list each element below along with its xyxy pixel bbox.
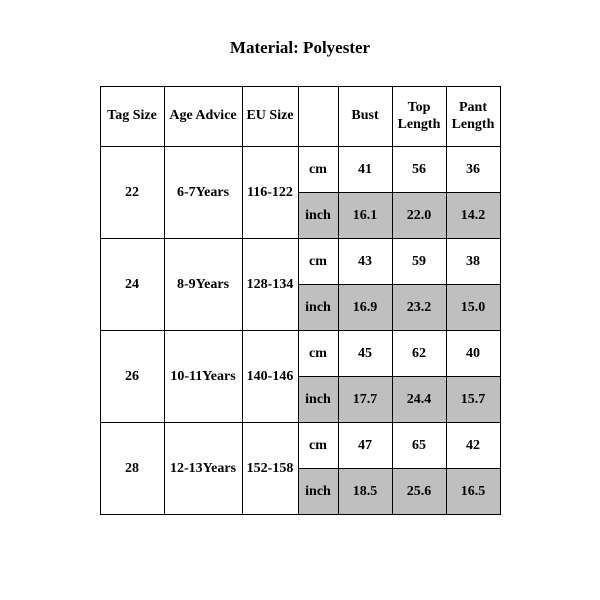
col-unit xyxy=(298,87,338,147)
cell-unit: cm xyxy=(298,147,338,193)
col-top-length: Top Length xyxy=(392,87,446,147)
table-row: 2812-13Years152-158cm476542 xyxy=(100,423,500,469)
size-chart-table: Tag Size Age Advice EU Size Bust Top Len… xyxy=(100,86,501,515)
cell-bust: 16.1 xyxy=(338,193,392,239)
cell-eu-size: 152-158 xyxy=(242,423,298,515)
table-header: Tag Size Age Advice EU Size Bust Top Len… xyxy=(100,87,500,147)
header-row: Tag Size Age Advice EU Size Bust Top Len… xyxy=(100,87,500,147)
cell-unit: cm xyxy=(298,239,338,285)
cell-tag-size: 24 xyxy=(100,239,164,331)
cell-pant-length: 42 xyxy=(446,423,500,469)
col-tag-size: Tag Size xyxy=(100,87,164,147)
cell-top-length: 65 xyxy=(392,423,446,469)
cell-tag-size: 28 xyxy=(100,423,164,515)
cell-eu-size: 140-146 xyxy=(242,331,298,423)
cell-pant-length: 14.2 xyxy=(446,193,500,239)
cell-bust: 43 xyxy=(338,239,392,285)
cell-pant-length: 36 xyxy=(446,147,500,193)
cell-bust: 45 xyxy=(338,331,392,377)
cell-tag-size: 22 xyxy=(100,147,164,239)
cell-pant-length: 15.0 xyxy=(446,285,500,331)
cell-unit: inch xyxy=(298,285,338,331)
cell-age-advice: 10-11Years xyxy=(164,331,242,423)
cell-unit: inch xyxy=(298,193,338,239)
page-title: Material: Polyester xyxy=(0,38,600,58)
cell-pant-length: 16.5 xyxy=(446,469,500,515)
cell-pant-length: 15.7 xyxy=(446,377,500,423)
cell-eu-size: 116-122 xyxy=(242,147,298,239)
cell-eu-size: 128-134 xyxy=(242,239,298,331)
cell-tag-size: 26 xyxy=(100,331,164,423)
cell-pant-length: 38 xyxy=(446,239,500,285)
cell-age-advice: 6-7Years xyxy=(164,147,242,239)
cell-unit: cm xyxy=(298,331,338,377)
cell-top-length: 24.4 xyxy=(392,377,446,423)
cell-pant-length: 40 xyxy=(446,331,500,377)
cell-top-length: 56 xyxy=(392,147,446,193)
cell-bust: 17.7 xyxy=(338,377,392,423)
cell-unit: cm xyxy=(298,423,338,469)
col-eu-size: EU Size xyxy=(242,87,298,147)
table-body: 226-7Years116-122cm415636inch16.122.014.… xyxy=(100,147,500,515)
cell-age-advice: 12-13Years xyxy=(164,423,242,515)
cell-bust: 18.5 xyxy=(338,469,392,515)
cell-unit: inch xyxy=(298,377,338,423)
col-pant-length: Pant Length xyxy=(446,87,500,147)
cell-top-length: 25.6 xyxy=(392,469,446,515)
page: Material: Polyester Tag Size Age Advice … xyxy=(0,0,600,600)
cell-top-length: 23.2 xyxy=(392,285,446,331)
table-row: 226-7Years116-122cm415636 xyxy=(100,147,500,193)
cell-unit: inch xyxy=(298,469,338,515)
table-row: 2610-11Years140-146cm456240 xyxy=(100,331,500,377)
table-row: 248-9Years128-134cm435938 xyxy=(100,239,500,285)
col-bust: Bust xyxy=(338,87,392,147)
cell-age-advice: 8-9Years xyxy=(164,239,242,331)
col-age-advice: Age Advice xyxy=(164,87,242,147)
cell-top-length: 59 xyxy=(392,239,446,285)
cell-bust: 16.9 xyxy=(338,285,392,331)
cell-bust: 41 xyxy=(338,147,392,193)
cell-top-length: 22.0 xyxy=(392,193,446,239)
cell-top-length: 62 xyxy=(392,331,446,377)
cell-bust: 47 xyxy=(338,423,392,469)
